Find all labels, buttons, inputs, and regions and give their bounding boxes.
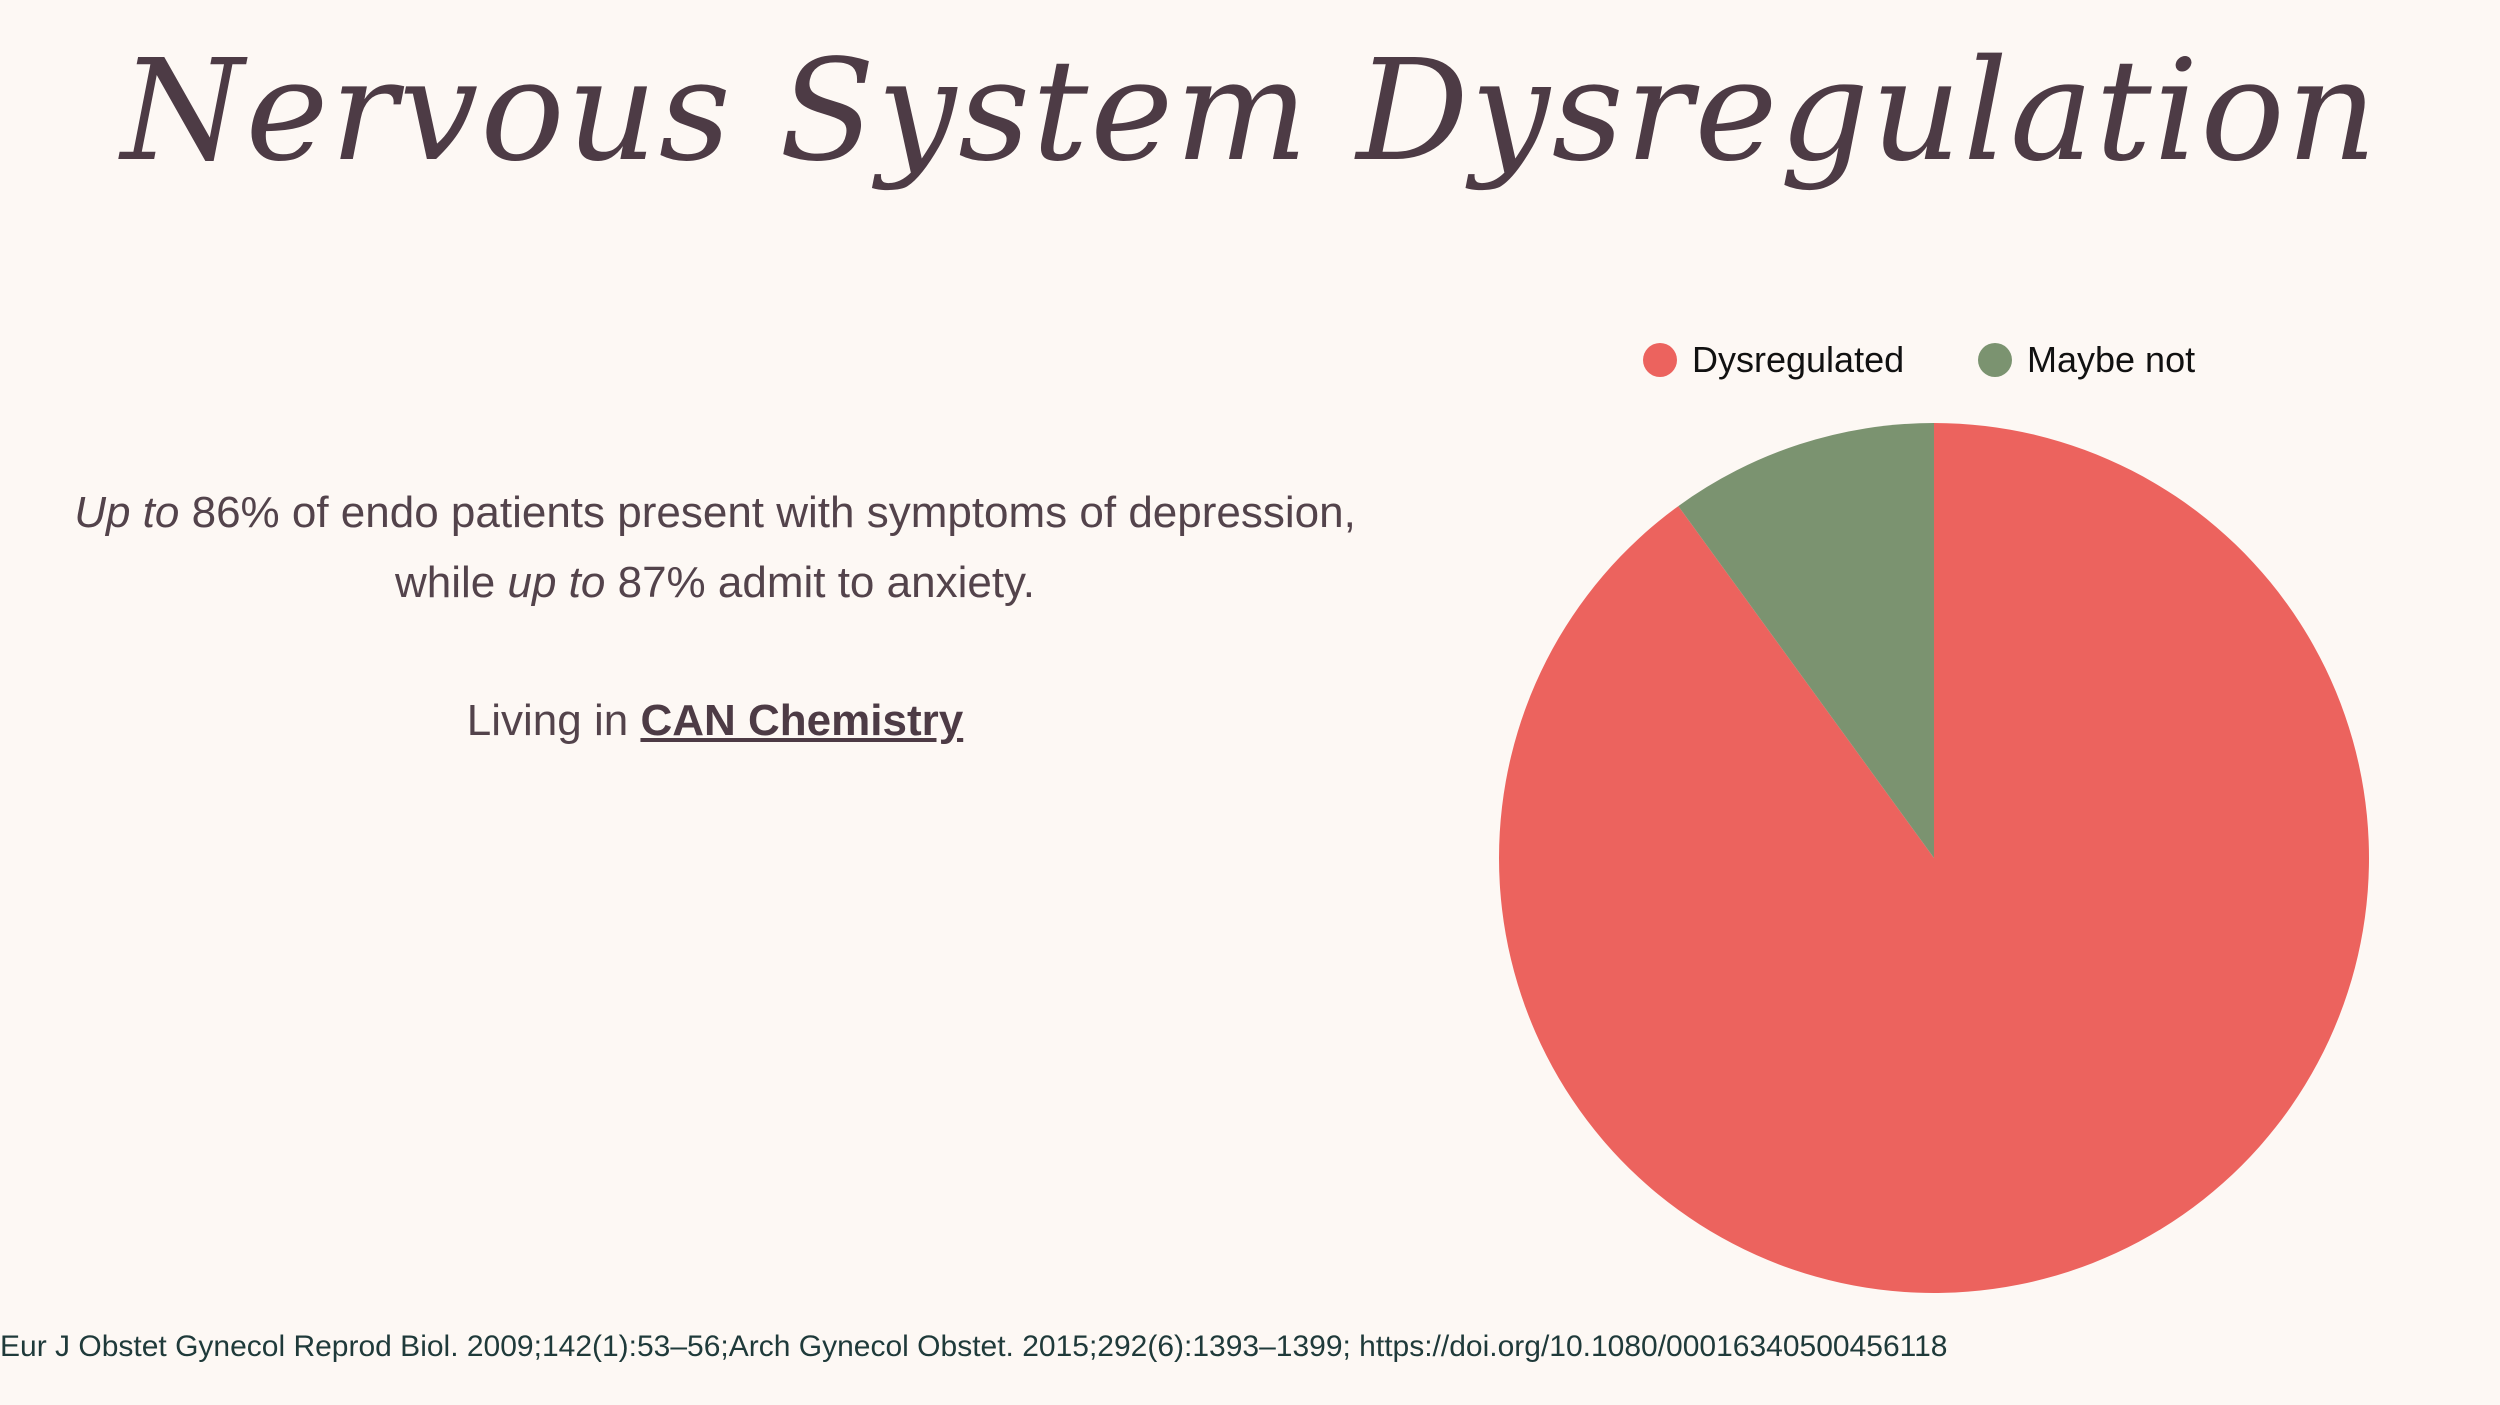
emphasis-up-to: Up to <box>74 488 180 537</box>
pie-legend: Dysregulated Maybe not <box>1643 339 2195 380</box>
page-title: Nervous System Dysregulation <box>121 30 2379 193</box>
can-chemistry-link[interactable]: CAN Chemistry <box>640 696 964 745</box>
line2-prefix: while <box>395 558 508 607</box>
legend-label-dysregulated: Dysregulated <box>1692 339 1904 380</box>
emphasis-up-to: up to <box>507 558 606 607</box>
depression-stat: 86% of endo patients present with sympto… <box>179 488 1356 537</box>
legend-label-maybe-not: Maybe not <box>2027 339 2195 380</box>
pie-chart: Dysregulated Maybe not <box>1498 339 2369 1293</box>
legend-swatch-dysregulated <box>1643 343 1677 377</box>
pie-slice-maybe-not <box>1678 423 1934 858</box>
living-in-prefix: Living in <box>466 696 641 745</box>
anxiety-stat: 87% admit to anxiety. <box>605 558 1035 607</box>
living-in-line: Living in CAN Chemistry <box>0 696 1430 746</box>
pie-slices <box>1498 423 2369 1293</box>
legend-swatch-maybe-not <box>1978 343 2012 377</box>
stat-text-line-1: Up to 86% of endo patients present with … <box>0 488 1430 538</box>
stat-text-line-2: while up to 87% admit to anxiety. <box>0 558 1430 608</box>
pie-slice-dysregulated <box>1498 423 2369 1293</box>
citation-text: Eur J Obstet Gynecol Reprod Biol. 2009;1… <box>0 1330 1948 1363</box>
